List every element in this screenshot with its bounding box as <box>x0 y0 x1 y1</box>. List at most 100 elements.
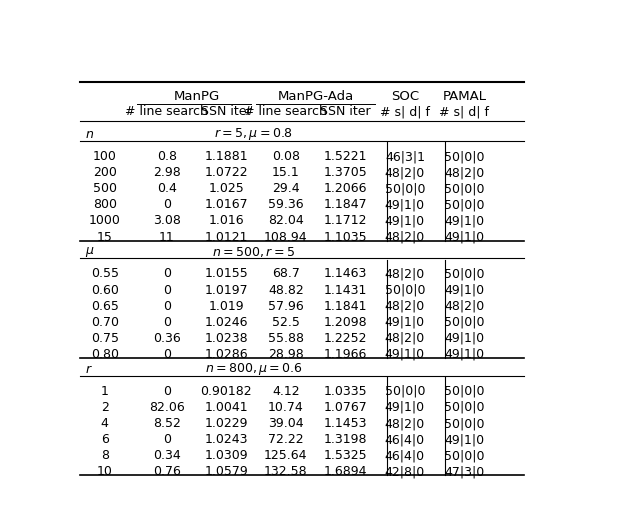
Text: 0: 0 <box>163 284 171 297</box>
Text: 4.12: 4.12 <box>272 385 300 398</box>
Text: 47|3|0: 47|3|0 <box>444 465 484 479</box>
Text: 1.2098: 1.2098 <box>324 316 367 329</box>
Text: 55.88: 55.88 <box>268 332 304 345</box>
Text: 1.0238: 1.0238 <box>205 332 248 345</box>
Text: 1.0579: 1.0579 <box>204 465 248 479</box>
Text: 50|0|0: 50|0|0 <box>444 182 484 195</box>
Text: $r = 5, \mu = 0.8$: $r = 5, \mu = 0.8$ <box>214 126 293 142</box>
Text: 52.5: 52.5 <box>272 316 300 329</box>
Text: 68.7: 68.7 <box>272 268 300 280</box>
Text: 1.1712: 1.1712 <box>324 215 367 227</box>
Text: 49|1|0: 49|1|0 <box>444 433 484 446</box>
Text: 2: 2 <box>101 401 109 414</box>
Text: 1.0155: 1.0155 <box>204 268 248 280</box>
Text: 132.58: 132.58 <box>264 465 308 479</box>
Text: 49|1|0: 49|1|0 <box>444 284 484 297</box>
Text: 1.025: 1.025 <box>209 182 244 195</box>
Text: 1.3198: 1.3198 <box>324 433 367 446</box>
Text: 8: 8 <box>101 449 109 462</box>
Text: 1.5221: 1.5221 <box>324 150 367 163</box>
Text: 0: 0 <box>163 299 171 313</box>
Text: 1.6894: 1.6894 <box>324 465 367 479</box>
Text: 0: 0 <box>163 268 171 280</box>
Text: 0.65: 0.65 <box>91 299 119 313</box>
Text: # s| d| f: # s| d| f <box>380 105 430 119</box>
Text: 10.74: 10.74 <box>268 401 304 414</box>
Text: 48|2|0: 48|2|0 <box>385 268 425 280</box>
Text: 49|1|0: 49|1|0 <box>444 348 484 361</box>
Text: $n$: $n$ <box>85 128 94 141</box>
Text: $r$: $r$ <box>85 363 93 376</box>
Text: 50|0|0: 50|0|0 <box>444 198 484 211</box>
Text: 48.82: 48.82 <box>268 284 304 297</box>
Text: 49|1|0: 49|1|0 <box>444 231 484 244</box>
Text: 11: 11 <box>159 231 175 244</box>
Text: 0.75: 0.75 <box>91 332 119 345</box>
Text: 0.55: 0.55 <box>91 268 119 280</box>
Text: 1.3705: 1.3705 <box>323 166 367 179</box>
Text: 48|2|0: 48|2|0 <box>385 417 425 430</box>
Text: 46|3|1: 46|3|1 <box>385 150 425 163</box>
Text: 1.1463: 1.1463 <box>324 268 367 280</box>
Text: 1.1847: 1.1847 <box>324 198 367 211</box>
Text: 42|8|0: 42|8|0 <box>385 465 425 479</box>
Text: 50|0|0: 50|0|0 <box>444 316 484 329</box>
Text: 72.22: 72.22 <box>268 433 303 446</box>
Text: 48|2|0: 48|2|0 <box>444 299 484 313</box>
Text: 1.0722: 1.0722 <box>205 166 248 179</box>
Text: 1.0243: 1.0243 <box>205 433 248 446</box>
Text: 1.0335: 1.0335 <box>324 385 367 398</box>
Text: 48|2|0: 48|2|0 <box>444 166 484 179</box>
Text: 0: 0 <box>163 385 171 398</box>
Text: 50|0|0: 50|0|0 <box>385 284 425 297</box>
Text: 1.1431: 1.1431 <box>324 284 367 297</box>
Text: 10: 10 <box>97 465 113 479</box>
Text: 0: 0 <box>163 316 171 329</box>
Text: 15.1: 15.1 <box>272 166 300 179</box>
Text: 1.1841: 1.1841 <box>324 299 367 313</box>
Text: 125.64: 125.64 <box>264 449 308 462</box>
Text: 48|2|0: 48|2|0 <box>385 231 425 244</box>
Text: 108.94: 108.94 <box>264 231 308 244</box>
Text: 0.60: 0.60 <box>91 284 119 297</box>
Text: 1.2066: 1.2066 <box>324 182 367 195</box>
Text: 6: 6 <box>101 433 109 446</box>
Text: 1.0286: 1.0286 <box>205 348 248 361</box>
Text: 2.98: 2.98 <box>153 166 180 179</box>
Text: 0.8: 0.8 <box>157 150 177 163</box>
Text: 48|2|0: 48|2|0 <box>385 166 425 179</box>
Text: ManPG: ManPG <box>173 90 220 103</box>
Text: 0.70: 0.70 <box>91 316 119 329</box>
Text: 0.80: 0.80 <box>91 348 119 361</box>
Text: 50|0|0: 50|0|0 <box>444 150 484 163</box>
Text: SSN iter: SSN iter <box>201 105 252 119</box>
Text: $n = 800, \mu = 0.6$: $n = 800, \mu = 0.6$ <box>205 361 303 377</box>
Text: 49|1|0: 49|1|0 <box>385 348 425 361</box>
Text: 50|0|0: 50|0|0 <box>444 449 484 462</box>
Text: 46|4|0: 46|4|0 <box>385 449 425 462</box>
Text: 50|0|0: 50|0|0 <box>444 417 484 430</box>
Text: PAMAL: PAMAL <box>442 90 486 103</box>
Text: # line search: # line search <box>244 105 327 119</box>
Text: 50|0|0: 50|0|0 <box>444 401 484 414</box>
Text: 49|1|0: 49|1|0 <box>385 215 425 227</box>
Text: 1.0767: 1.0767 <box>323 401 367 414</box>
Text: 0.08: 0.08 <box>272 150 300 163</box>
Text: 1.0041: 1.0041 <box>205 401 248 414</box>
Text: 1.0197: 1.0197 <box>205 284 248 297</box>
Text: 1.019: 1.019 <box>209 299 244 313</box>
Text: 1.1966: 1.1966 <box>324 348 367 361</box>
Text: 49|1|0: 49|1|0 <box>385 401 425 414</box>
Text: 28.98: 28.98 <box>268 348 304 361</box>
Text: 1.0229: 1.0229 <box>205 417 248 430</box>
Text: 4: 4 <box>101 417 109 430</box>
Text: 1.1453: 1.1453 <box>324 417 367 430</box>
Text: 1.016: 1.016 <box>209 215 244 227</box>
Text: 0: 0 <box>163 348 171 361</box>
Text: ManPG-Ada: ManPG-Ada <box>278 90 354 103</box>
Text: 50|0|0: 50|0|0 <box>444 268 484 280</box>
Text: 1.0246: 1.0246 <box>205 316 248 329</box>
Text: 1.0309: 1.0309 <box>205 449 248 462</box>
Text: 49|1|0: 49|1|0 <box>385 316 425 329</box>
Text: 59.36: 59.36 <box>268 198 303 211</box>
